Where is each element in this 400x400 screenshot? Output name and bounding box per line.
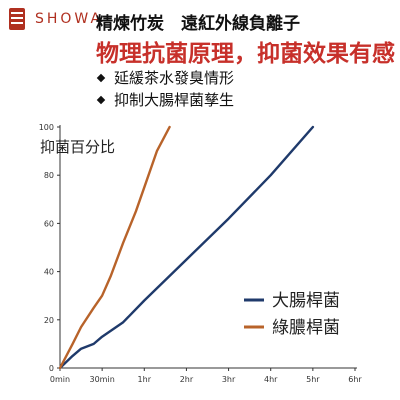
x-tick-label: 5hr (306, 375, 320, 384)
page-title: 精煉竹炭 遠紅外線負離子 (96, 14, 300, 34)
feature-item: 延緩茶水發臭情形 (96, 67, 235, 89)
x-tick-label: 6hr (348, 375, 362, 384)
x-tick-label: 4hr (264, 375, 278, 384)
series-line (58, 125, 315, 370)
series-line (58, 125, 171, 370)
brand-logo: SHOWA (5, 7, 103, 31)
legend-label: 綠膿桿菌 (272, 318, 340, 338)
x-tick-label: 3hr (222, 375, 236, 384)
y-tick-label: 80 (44, 171, 54, 180)
y-tick-label: 40 (44, 268, 54, 277)
brand-name: SHOWA (35, 11, 104, 27)
logo-mark-icon (9, 8, 25, 30)
y-tick-label: 20 (44, 316, 54, 325)
feature-item-label: 抑制大腸桿菌孳生 (114, 91, 235, 109)
x-tick-label: 30min (90, 375, 115, 384)
legend-label: 大腸桿菌 (272, 291, 340, 311)
x-tick-label: 1hr (138, 375, 152, 384)
y-tick-label: 100 (39, 123, 54, 132)
y-tick-label: 60 (44, 219, 54, 228)
y-tick-label: 0 (49, 364, 54, 373)
x-tick-label: 0min (50, 375, 70, 384)
x-tick-label: 2hr (180, 375, 194, 384)
chart-axes: 0 20 40 60 80 100 0min 30min 1hr 2hr 3hr 4hr 5hr 6hr (39, 123, 363, 384)
feature-list: 延緩茶水發臭情形 抑制大腸桿菌孳生 (96, 67, 235, 111)
main-heading: 物理抗菌原理，抑菌效果有感 (96, 41, 395, 67)
y-axis-label: 抑菌百分比 (40, 138, 115, 156)
chart-series-lines (58, 125, 315, 370)
feature-item: 抑制大腸桿菌孳生 (96, 89, 235, 111)
feature-item-label: 延緩茶水發臭情形 (114, 69, 235, 87)
